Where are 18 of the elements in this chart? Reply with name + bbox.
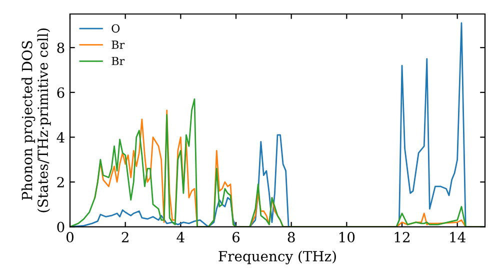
legend-label: Br <box>112 40 125 49</box>
y-tick-label: 0 <box>57 222 64 232</box>
legend-label: O <box>112 24 120 33</box>
x-tick-label: 12 <box>394 232 410 242</box>
y-tick-label: 4 <box>56 132 64 142</box>
x-tick-label: 4 <box>176 232 184 242</box>
y-tick-label: 2 <box>57 176 64 188</box>
legend-label: Br <box>112 56 125 66</box>
y-tick-label: 8 <box>57 42 64 54</box>
x-tick-label: 6 <box>232 232 240 242</box>
y-axis-title: Phonon projected DOS (States/THz·primitive cell) <box>22 28 51 212</box>
y-tick-label: 6 <box>57 87 64 98</box>
x-axis-title: Frequency (THz) <box>218 250 336 264</box>
x-tick-label: 10 <box>340 232 355 242</box>
x-tick-label: 0 <box>66 232 74 242</box>
x-tick-label: 14 <box>450 232 466 242</box>
x-tick-label: 2 <box>122 232 128 242</box>
x-tick-label: 8 <box>288 232 295 242</box>
